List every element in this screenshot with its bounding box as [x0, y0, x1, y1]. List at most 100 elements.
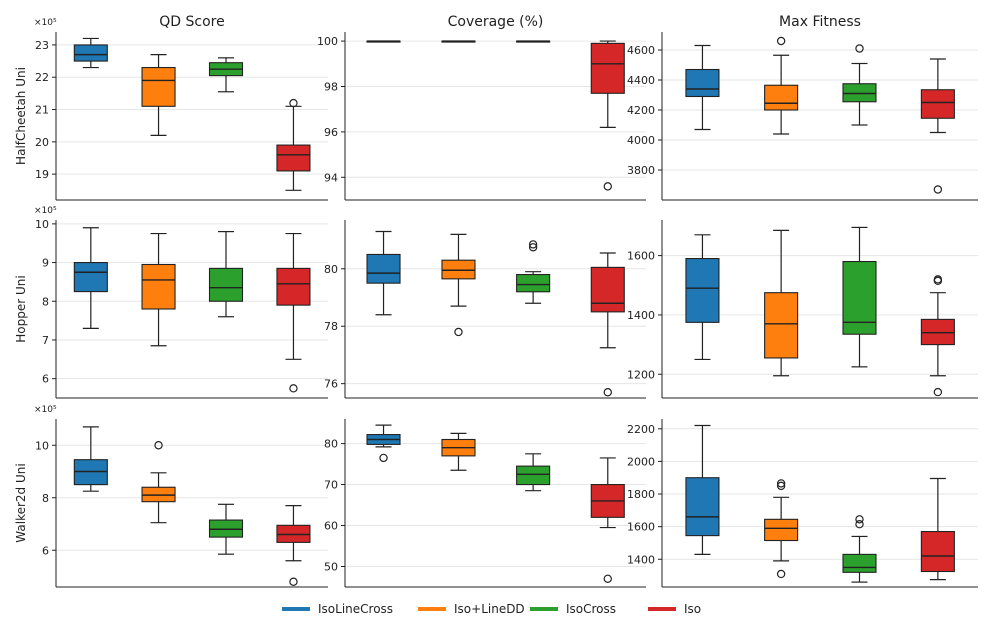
box-iqr	[208, 267, 244, 302]
panel-halfcheetah-uni-max-fitness: 3800 4000 4200 4400 4600 Max Fitness	[627, 14, 978, 201]
box-iso	[276, 98, 311, 191]
box-iso-linedd	[764, 36, 799, 135]
box-iqr	[73, 44, 108, 62]
panel-title: Coverage (%)	[448, 14, 544, 30]
panel-walker2d-uni-max-fitness: 1400 1600 1800 2000 2200	[627, 419, 978, 588]
outlier-point	[933, 185, 943, 194]
outlier-point	[454, 327, 463, 337]
legend-label: IsoLineCross	[318, 602, 393, 616]
y-tick-label: 9	[42, 257, 49, 270]
box-iso	[590, 40, 625, 191]
y-tick-label: 19	[35, 168, 49, 181]
box-iqr	[920, 89, 955, 119]
y-tick-label: 60	[324, 520, 338, 533]
outlier-point	[933, 387, 943, 397]
box-isocross	[842, 226, 877, 368]
box-iso	[920, 58, 955, 194]
y-tick-label: 4200	[627, 104, 655, 117]
y-tick-label: 100	[317, 35, 338, 48]
outlier-point	[289, 577, 298, 586]
y-tick-label: 10	[35, 439, 49, 452]
y-tick-label: 1400	[627, 553, 655, 566]
box-iqr	[920, 530, 955, 573]
outlier-point	[289, 98, 298, 108]
outlier-point	[289, 384, 298, 393]
box-iso-linedd	[141, 441, 176, 524]
box-isolinecross	[366, 230, 401, 316]
outlier-point	[603, 574, 612, 584]
y-tick-label: 4400	[627, 74, 655, 87]
box-isocross	[842, 515, 877, 583]
box-iqr	[141, 66, 176, 107]
box-iqr	[764, 84, 799, 111]
box-isocross	[208, 57, 244, 93]
box-isocross	[208, 231, 244, 318]
y-tick-label: 2200	[627, 423, 655, 436]
outlier-point	[776, 36, 786, 46]
legend-label: IsoCross	[566, 602, 616, 616]
y-tick-label: 70	[324, 479, 338, 492]
scale-multiplier: ×10⁵	[34, 206, 57, 216]
outlier-point	[933, 275, 943, 284]
y-tick-label: 8	[42, 492, 49, 505]
outlier-point	[855, 520, 864, 529]
box-iqr	[920, 318, 955, 346]
y-tick-label: 80	[324, 438, 338, 451]
box-iso	[920, 477, 955, 581]
legend-label: Iso+LineDD	[454, 602, 525, 616]
box-iso	[920, 275, 955, 397]
box-iso-linedd	[441, 40, 476, 43]
y-tick-label: 7	[42, 334, 49, 347]
panel-halfcheetah-uni-coverage: 94 96 98 100 Coverage (%)	[317, 14, 646, 201]
y-tick-label: 98	[324, 80, 338, 93]
y-tick-label: 94	[324, 171, 338, 184]
y-tick-label: 80	[324, 263, 338, 276]
y-tick-label: 78	[324, 320, 338, 333]
box-iso	[590, 457, 625, 584]
box-isocross	[842, 44, 877, 126]
box-iqr	[590, 42, 625, 94]
box-iso	[276, 232, 311, 393]
box-iqr	[276, 144, 311, 172]
y-tick-label: 20	[35, 136, 49, 149]
row-label: Hopper Uni	[14, 275, 28, 342]
y-tick-label: 1600	[627, 250, 655, 263]
y-tick-label: 2000	[627, 455, 655, 468]
outlier-point	[603, 182, 612, 191]
outlier-point	[776, 481, 786, 491]
box-iso	[276, 505, 311, 586]
outlier-point	[154, 441, 163, 450]
box-isolinecross	[366, 424, 401, 463]
box-iqr	[685, 258, 720, 323]
panel-walker2d-uni-qd-score: 6 8 10 ×10⁵ Walker2d Uni	[14, 405, 328, 588]
box-iso-linedd	[764, 229, 799, 377]
legend: IsoLineCross Iso+LineDD IsoCross Iso	[282, 602, 701, 616]
box-iqr	[516, 273, 551, 293]
box-iqr	[842, 260, 877, 335]
row-label: Walker2d Uni	[14, 463, 28, 542]
box-isocross	[516, 240, 551, 304]
box-isolinecross	[73, 37, 108, 69]
y-tick-label: 6	[42, 373, 49, 386]
y-tick-label: 10	[35, 218, 49, 231]
y-tick-label: 22	[35, 71, 49, 84]
box-isolinecross	[366, 40, 401, 43]
box-iqr	[764, 518, 799, 542]
y-tick-label: 4000	[627, 134, 655, 147]
legend-label: Iso	[684, 602, 701, 616]
outlier-point	[776, 569, 786, 579]
box-iqr	[441, 259, 476, 280]
outlier-point	[855, 515, 864, 524]
y-tick-label: 1400	[627, 309, 655, 322]
box-isolinecross	[685, 234, 720, 361]
scale-multiplier: ×10⁵	[34, 405, 57, 415]
row-label: HalfCheetah Uni	[14, 67, 28, 165]
box-isolinecross	[73, 227, 108, 329]
y-tick-label: 96	[324, 126, 338, 139]
scale-multiplier: ×10⁵	[34, 18, 57, 28]
panel-hopper-uni-coverage: 76 78 80	[324, 220, 646, 399]
box-iso-linedd	[441, 432, 476, 471]
box-iqr	[842, 83, 877, 103]
outlier-point	[528, 240, 538, 249]
